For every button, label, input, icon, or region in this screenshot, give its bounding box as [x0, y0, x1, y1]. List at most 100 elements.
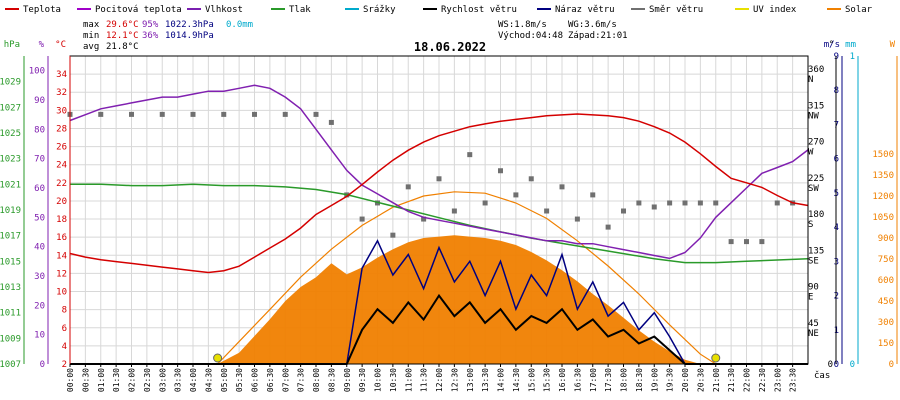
x-tick-label-35: 17:30	[604, 368, 613, 392]
pressure-axis-tick-6: 1019	[0, 206, 21, 216]
x-tick-label-24: 12:00	[435, 368, 444, 392]
wind-direction-point	[667, 200, 673, 206]
humidity-axis-tick-4: 40	[34, 243, 45, 253]
temperature-axis-tick-8: 18	[56, 215, 67, 225]
direction-axis-tick-0: 0	[828, 360, 833, 370]
pressure-axis-tick-3: 1013	[0, 283, 21, 293]
x-tick-label-33: 16:30	[573, 368, 582, 392]
humidity-axis-tick-10: 100	[29, 67, 45, 77]
x-tick-label-2: 01:00	[97, 368, 106, 392]
solar-axis-tick-4: 600	[878, 276, 894, 286]
wind-info-wg: WG:3.6m/s	[568, 20, 617, 30]
x-tick-label-21: 10:30	[389, 368, 398, 392]
legend-label-9: Solar	[845, 5, 873, 15]
pressure-axis-tick-9: 1025	[0, 129, 21, 139]
solar-area	[217, 235, 716, 364]
legend-label-4: Srážky	[363, 5, 396, 15]
legend-label-3: Tlak	[289, 5, 311, 15]
pressure-axis-tick-11: 1029	[0, 78, 21, 88]
solar-axis-tick-2: 300	[878, 318, 894, 328]
direction-axis-tick-dir-8: N	[808, 75, 813, 85]
temperature-axis-tick-16: 34	[56, 70, 67, 80]
pressure-axis-tick-0: 1007	[0, 360, 21, 370]
direction-axis-tick-dir-3: SE	[808, 256, 819, 266]
temperature-axis-tick-5: 12	[56, 269, 67, 279]
legend: Teplota Pocitová teplota Vlhkost Tlak Srážky…	[5, 5, 873, 15]
solar-axis-tick-8: 1200	[872, 192, 894, 202]
humidity-axis-tick-2: 20	[34, 301, 45, 311]
x-tick-label-44: 22:00	[743, 368, 752, 392]
stats-min-hum: 36%	[142, 31, 159, 41]
x-tick-label-40: 20:00	[681, 368, 690, 392]
x-tick-label-36: 18:00	[620, 368, 629, 392]
wind-direction-point	[313, 111, 319, 117]
solar-axis-tick-10: 1500	[872, 150, 894, 160]
sunset-marker	[711, 353, 721, 363]
x-tick-label-8: 04:00	[189, 368, 198, 392]
solar-series	[213, 191, 721, 365]
pressure-axis-tick-10: 1027	[0, 103, 21, 113]
wind-info-sunset: Západ:21:01	[568, 31, 628, 41]
wind-direction-point	[544, 208, 550, 214]
x-tick-label-43: 21:30	[727, 368, 736, 392]
wind-direction-point	[451, 208, 457, 214]
stats-block: max 29.6°C 95% 1022.3hPa 0.0mm min 12.1°…	[83, 20, 253, 52]
stats-max-rain: 0.0mm	[226, 20, 253, 30]
x-tick-label-30: 15:00	[527, 368, 536, 392]
humidity-axis-tick-8: 80	[34, 125, 45, 135]
x-tick-label-5: 02:30	[143, 368, 152, 392]
wind-axis-unit: m/s	[824, 40, 840, 50]
temperature-axis-tick-10: 22	[56, 179, 67, 189]
wind-direction-point	[436, 176, 442, 182]
x-tick-label-15: 07:30	[297, 368, 306, 392]
direction-axis-tick-dir-4: S	[808, 220, 813, 230]
pressure-axis-tick-1: 1009	[0, 334, 21, 344]
pressure-axis-tick-2: 1011	[0, 309, 21, 319]
x-tick-label-37: 18:30	[635, 368, 644, 392]
stats-min-label: min	[83, 31, 99, 41]
wind-direction-point	[282, 111, 288, 117]
x-tick-label-42: 21:00	[712, 368, 721, 392]
x-tick-label-47: 23:30	[789, 368, 798, 392]
temperature-axis-tick-13: 28	[56, 124, 67, 134]
humidity-axis-tick-1: 10	[34, 331, 45, 341]
humidity-axis-tick-9: 90	[34, 96, 45, 106]
temperature-axis-unit: °C	[55, 40, 66, 50]
solar-axis-tick-3: 450	[878, 297, 894, 307]
temperature-axis-tick-7: 16	[56, 233, 67, 243]
solar-axis-tick-7: 1050	[872, 213, 894, 223]
temperature-axis-tick-14: 30	[56, 106, 67, 116]
direction-axis-tick-7: 315	[808, 101, 824, 111]
temperature-axis-tick-11: 24	[56, 161, 67, 171]
pressure-axis-tick-4: 1015	[0, 257, 21, 267]
rain-axis-tick-0: 0	[850, 360, 855, 370]
x-tick-label-23: 11:30	[420, 368, 429, 392]
sunrise-marker	[213, 353, 223, 363]
x-tick-label-13: 06:30	[266, 368, 275, 392]
wind-direction-point	[390, 232, 396, 238]
pressure-axis-tick-7: 1021	[0, 180, 21, 190]
wind-direction-point	[190, 111, 196, 117]
wind-direction-point	[482, 200, 488, 206]
x-tick-label-7: 03:30	[174, 368, 183, 392]
chart-title: 18.06.2022	[414, 40, 486, 54]
direction-axis-tick-8: 360	[808, 65, 824, 75]
wind-info-ws: WS:1.8m/s	[498, 20, 547, 30]
x-tick-label-18: 09:00	[343, 368, 352, 392]
direction-axis-tick-dir-1: NE	[808, 329, 819, 339]
humidity-axis-unit: %	[39, 40, 45, 50]
wind-direction-point	[405, 184, 411, 190]
x-tick-label-29: 14:30	[512, 368, 521, 392]
x-tick-label-26: 13:00	[466, 368, 475, 392]
temperature-axis-tick-4: 10	[56, 288, 67, 298]
wind-direction-point	[728, 239, 734, 245]
x-tick-label-9: 04:30	[204, 368, 213, 392]
rain-axis-unit: mm	[845, 40, 856, 50]
x-tick-label-41: 20:30	[696, 368, 705, 392]
x-tick-label-10: 05:00	[220, 368, 229, 392]
stats-max-press: 1022.3hPa	[165, 20, 214, 30]
stats-max-label: max	[83, 20, 100, 30]
wind-info-sunrise: Východ:04:48	[498, 31, 563, 41]
